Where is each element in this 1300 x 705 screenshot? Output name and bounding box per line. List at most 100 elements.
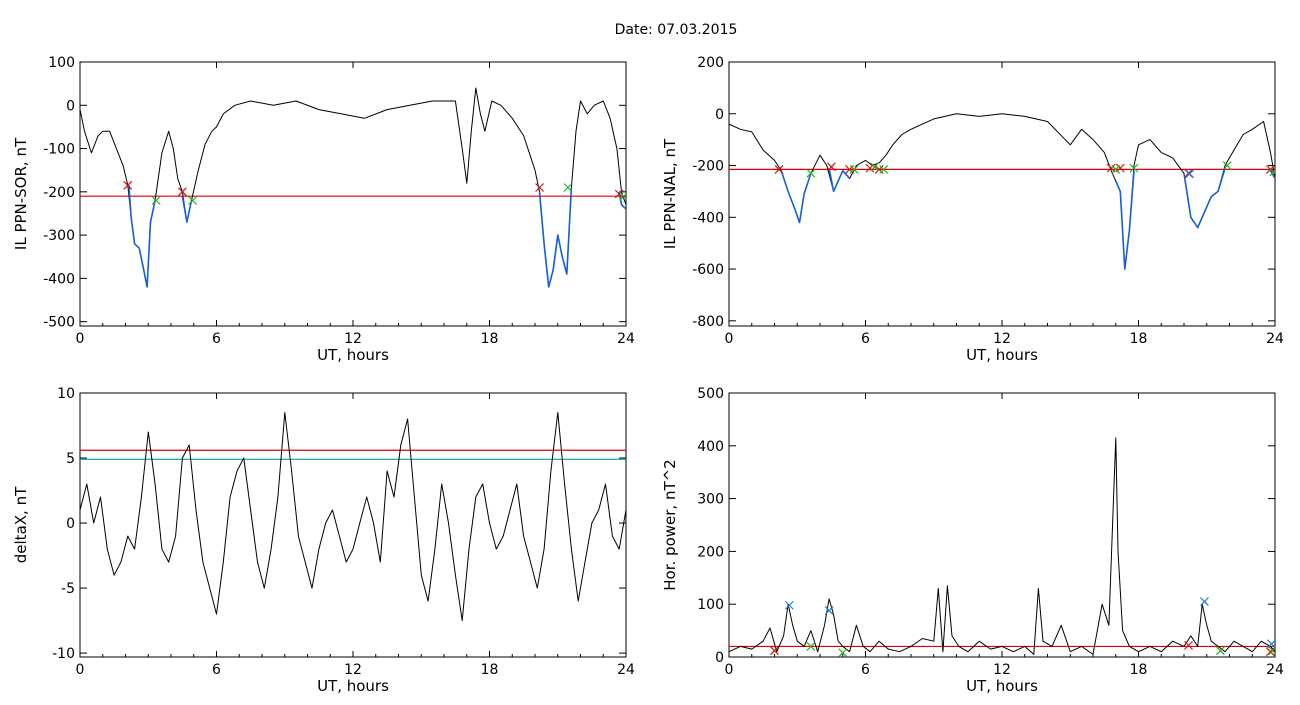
red-x-marker <box>614 189 624 199</box>
series-line <box>80 87 626 288</box>
x-tick-label: 0 <box>725 662 734 678</box>
x-tick-label: 24 <box>1266 331 1284 347</box>
red-x-marker <box>826 162 836 172</box>
green-x-marker <box>1129 163 1139 173</box>
x-tick-label: 18 <box>1130 331 1148 347</box>
green-x-marker <box>806 642 816 651</box>
green-x-marker <box>1269 167 1275 177</box>
x-tick-label: 18 <box>481 662 499 678</box>
blue-x-marker <box>784 600 794 610</box>
x-tick-label: 12 <box>344 331 362 347</box>
y-tick-label: 0 <box>66 98 75 114</box>
x-tick-label: 0 <box>725 331 734 347</box>
green-x-marker <box>1215 646 1225 656</box>
red-x-marker <box>1184 640 1193 650</box>
active-segment <box>618 191 626 210</box>
panel-nal: 0 6 12 18 24 200 0 -200 -400 -600 -800 UT, hours IL … <box>661 55 1284 364</box>
green-x-marker <box>879 164 889 174</box>
x-tick-label: 24 <box>1266 662 1284 678</box>
green-x-marker <box>188 196 198 205</box>
panel-deltax: 0 6 12 18 24 10 5 0 -5 -10 UT, hours deltaX, nT <box>12 386 635 695</box>
y-axis-label: IL PPN-SOR, nT <box>12 137 30 250</box>
y-tick-label: 200 <box>697 544 724 560</box>
green-x-marker <box>1268 646 1275 656</box>
plot-frame <box>728 61 1276 327</box>
x-tick-label: 6 <box>212 331 221 347</box>
plot-frame <box>79 392 627 658</box>
green-x-marker <box>849 164 859 174</box>
x-tick-label: 6 <box>861 662 870 678</box>
y-tick-label: 500 <box>697 386 724 402</box>
active-segment <box>1183 167 1226 229</box>
x-axis-label: UT, hours <box>317 346 389 364</box>
x-tick-label: 24 <box>617 331 635 347</box>
active-segment <box>780 170 812 224</box>
x-tick-label: 12 <box>993 331 1011 347</box>
active-segment <box>128 185 156 288</box>
plot-area <box>729 113 1275 270</box>
red-x-marker <box>177 187 187 197</box>
y-tick-label: -200 <box>43 185 75 201</box>
x-axis-label: UT, hours <box>317 677 389 695</box>
y-axis-label: IL PPN-NAL, nT <box>661 138 679 249</box>
y-tick-label: 200 <box>697 55 724 71</box>
blue-x-marker <box>1267 639 1275 649</box>
x-tick-label: 12 <box>344 662 362 678</box>
y-axis-label: Hor. power, nT^2 <box>661 459 679 590</box>
green-x-marker <box>1111 164 1121 174</box>
active-segment <box>538 187 573 288</box>
green-x-marker <box>1222 161 1232 170</box>
plot-area <box>80 412 626 622</box>
y-tick-label: -200 <box>692 159 724 175</box>
y-axis-label: deltaX, nT <box>12 486 30 563</box>
blue-x-marker <box>1200 597 1209 606</box>
y-tick-label: 0 <box>66 516 75 532</box>
y-tick-label: -10 <box>52 646 75 662</box>
y-tick-label: -100 <box>43 142 75 158</box>
y-tick-label: 0 <box>715 650 724 666</box>
x-tick-label: 0 <box>76 662 85 678</box>
series-line <box>80 412 626 622</box>
y-tick-label: 10 <box>57 386 75 402</box>
series-line <box>729 113 1275 270</box>
red-x-marker <box>123 180 133 190</box>
blue-x-marker <box>824 606 834 615</box>
y-tick-label: 5 <box>66 451 75 467</box>
active-segment <box>1115 170 1135 270</box>
x-axis-label: UT, hours <box>966 346 1038 364</box>
red-x-marker <box>774 164 784 174</box>
panel-sor: 0 6 12 18 24 100 0 -100 -200 -300 -400 -500 UT, hour… <box>12 55 635 364</box>
red-x-marker <box>1266 647 1275 657</box>
green-x-marker <box>563 183 573 192</box>
x-axis-label: UT, hours <box>966 677 1038 695</box>
active-segment <box>181 196 193 223</box>
y-tick-label: 400 <box>697 439 724 455</box>
x-tick-label: 18 <box>1130 662 1148 678</box>
plot-frame <box>79 61 627 327</box>
panel-power: 0 6 12 18 24 500 400 300 200 100 0 UT, hours Hor. po… <box>661 386 1284 695</box>
green-x-marker <box>619 191 626 201</box>
y-tick-label: 100 <box>48 55 75 71</box>
x-tick-label: 6 <box>212 662 221 678</box>
y-tick-label: 300 <box>697 492 724 508</box>
y-tick-label: -600 <box>692 262 724 278</box>
green-x-marker <box>838 648 848 657</box>
y-tick-label: -400 <box>43 271 75 287</box>
red-x-marker <box>770 646 779 656</box>
x-tick-label: 18 <box>481 331 499 347</box>
plot-area <box>80 87 626 288</box>
y-tick-label: 100 <box>697 597 724 613</box>
green-x-marker <box>151 196 161 205</box>
blue-x-marker <box>1185 169 1195 179</box>
plot-frame <box>728 392 1276 658</box>
x-tick-label: 12 <box>993 662 1011 678</box>
y-tick-label: -5 <box>61 581 75 597</box>
x-tick-label: 24 <box>617 662 635 678</box>
y-tick-label: -300 <box>43 228 75 244</box>
green-x-marker <box>870 162 880 172</box>
y-tick-label: -400 <box>692 210 724 226</box>
figure-title: Date: 07.03.2015 <box>615 22 738 38</box>
series-line <box>729 437 1275 655</box>
